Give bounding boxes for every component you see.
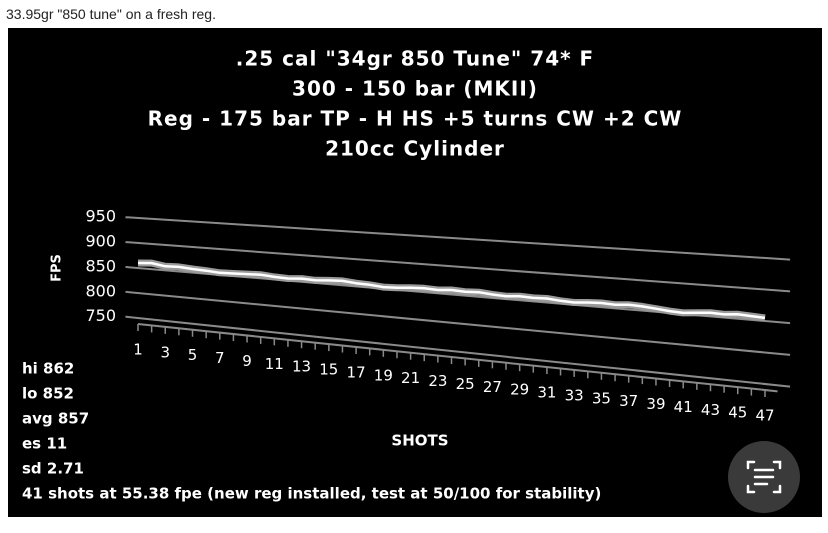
annotation: lo 852 — [22, 385, 74, 403]
grid-line — [125, 315, 791, 388]
chart-title: Reg - 175 bar TP - H HS +5 turns CW +2 C… — [148, 107, 683, 131]
x-tick-label: 23 — [428, 372, 447, 390]
x-tick-label: 13 — [292, 358, 311, 376]
x-tick-label: 5 — [188, 346, 198, 364]
annotation: es 11 — [22, 435, 67, 453]
x-axis-label: SHOTS — [391, 432, 448, 450]
y-tick-label: 800 — [85, 281, 116, 300]
x-tick-label: 33 — [565, 386, 584, 404]
x-tick-label: 25 — [456, 375, 475, 393]
x-tick-label: 11 — [265, 355, 284, 373]
x-tick-label: 21 — [401, 369, 420, 387]
x-tick-label: 41 — [674, 398, 693, 416]
x-tick-label: 43 — [701, 401, 720, 419]
chart-title: .25 cal "34gr 850 Tune" 74* F — [236, 47, 594, 71]
x-tick-label: 31 — [537, 384, 556, 402]
grid-line — [125, 290, 791, 356]
x-tick-label: 19 — [374, 366, 393, 384]
y-tick-label: 900 — [85, 232, 116, 251]
x-tick-label: 39 — [646, 395, 665, 413]
x-tick-label: 47 — [755, 407, 774, 425]
x-tick-label: 7 — [215, 349, 225, 367]
post-text: 33.95gr "850 tune" on a fresh reg. — [6, 6, 216, 22]
annotation: sd 2.71 — [22, 460, 84, 478]
annotation: 41 shots at 55.38 fpe (new reg installed… — [22, 485, 601, 503]
chart-title: 300 - 150 bar (MKII) — [292, 77, 538, 101]
x-axis — [137, 323, 778, 393]
lens-button[interactable] — [728, 441, 800, 513]
y-tick-label: 850 — [85, 256, 116, 275]
annotation: avg 857 — [22, 410, 89, 428]
grid-line — [125, 241, 791, 293]
x-tick-label: 15 — [319, 361, 338, 379]
x-tick-label: 45 — [728, 404, 747, 422]
x-tick-label: 1 — [133, 341, 143, 359]
y-tick-label: 750 — [85, 306, 116, 325]
x-tick-label: 35 — [592, 389, 611, 407]
grid-line — [125, 216, 791, 261]
x-tick-label: 17 — [347, 363, 366, 381]
annotation: hi 862 — [22, 360, 74, 378]
x-tick-label: 9 — [242, 352, 252, 370]
chart-background — [8, 28, 822, 517]
line — [137, 261, 766, 320]
lens-icon — [746, 460, 782, 494]
x-tick-label: 29 — [510, 381, 529, 399]
y-axis-label: FPS — [50, 254, 65, 282]
y-tick-label: 950 — [85, 207, 116, 226]
x-tick-label: 27 — [483, 378, 502, 396]
x-tick-label: 3 — [160, 343, 170, 361]
x-tick-label: 37 — [619, 392, 638, 410]
chart-title: 210cc Cylinder — [325, 137, 505, 161]
